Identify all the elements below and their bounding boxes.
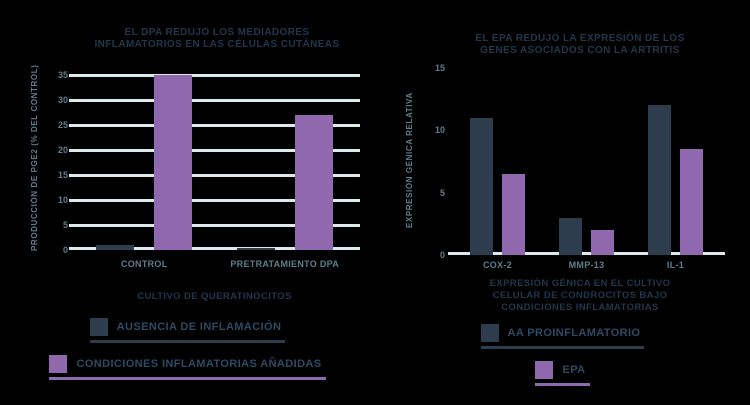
x-categories: COX-2 MMP-13 IL-1 bbox=[453, 260, 720, 270]
bar bbox=[470, 117, 493, 255]
chart-title-line-1: EL EPA REDUJO LA EXPRESIÓN DE LOS bbox=[475, 33, 685, 44]
x-axis-label-line: CULTIVO DE QUERATINOCITOS bbox=[137, 291, 292, 302]
bars-row bbox=[453, 68, 720, 255]
x-categories: CONTROL PRETRATAMIENTO DPA bbox=[74, 259, 355, 269]
bar bbox=[236, 247, 275, 250]
y-tick-label: 35 bbox=[57, 70, 68, 80]
plot-area bbox=[69, 73, 360, 250]
legend-swatch-icon bbox=[480, 324, 499, 342]
x-axis-label: EXPRESIÓN GÉNICA EN EL CULTIVO CELULAR DE… bbox=[435, 278, 725, 314]
y-tick-label: 30 bbox=[57, 95, 68, 105]
y-tick-label: 25 bbox=[57, 120, 68, 130]
bar bbox=[502, 173, 525, 255]
legend-swatch-icon bbox=[535, 361, 554, 379]
legend-swatch-icon bbox=[89, 318, 108, 336]
category-label: PRETRATAMIENTO DPA bbox=[230, 259, 340, 269]
x-axis-line bbox=[448, 252, 725, 255]
y-tick-label: 10 bbox=[434, 125, 445, 136]
gridline bbox=[69, 198, 360, 202]
gridline bbox=[69, 98, 360, 102]
x-axis-label: CULTIVO DE QUERATINOCITOS bbox=[74, 291, 355, 303]
y-tick-label: 5 bbox=[439, 187, 445, 198]
chart-title: EL EPA REDUJO LA EXPRESIÓN DE LOS GENES … bbox=[435, 33, 725, 57]
y-tick-label: 10 bbox=[57, 195, 68, 205]
legend-item: EPA bbox=[535, 361, 590, 386]
chart-title-line-2: INFLAMATORIOS EN LAS CÉLULAS CUTÁNEAS bbox=[94, 38, 340, 50]
category-label: IL-1 bbox=[666, 260, 685, 270]
bar bbox=[648, 105, 671, 255]
bar bbox=[154, 75, 193, 250]
gridline bbox=[69, 223, 360, 227]
bar-group bbox=[631, 105, 720, 255]
epa-arthritis-genes-chart: EL EPA REDUJO LA EXPRESIÓN DE LOS GENES … bbox=[375, 0, 750, 405]
legend-item: CONDICIONES INFLAMATORIAS AÑADIDAS bbox=[49, 355, 326, 380]
bar bbox=[294, 115, 333, 250]
y-axis-ticks: 0 5 10 15 bbox=[421, 63, 445, 260]
category-label: CONTROL bbox=[120, 259, 168, 269]
plot-area bbox=[448, 68, 725, 255]
gridline bbox=[69, 247, 360, 250]
bar-group bbox=[74, 75, 215, 250]
legend: AUSENCIA DE INFLAMACIÓN CONDICIONES INFLA… bbox=[20, 318, 355, 380]
category-label: MMP-13 bbox=[568, 260, 605, 270]
dpa-inflammatory-mediators-chart: EL DPA REDUJO LOS MEDIADORES INFLAMATORI… bbox=[20, 27, 366, 380]
x-axis-label-line: CELULAR DE CONDROCITOS BAJO bbox=[492, 289, 668, 301]
y-axis-ticks: 0 5 10 15 20 25 30 35 bbox=[44, 70, 68, 255]
chart-title: EL DPA REDUJO LOS MEDIADORES INFLAMATORI… bbox=[68, 27, 366, 51]
bar-group bbox=[215, 115, 356, 250]
legend-label: EPA bbox=[562, 364, 586, 376]
bar bbox=[680, 149, 703, 255]
bar-group bbox=[542, 217, 631, 255]
y-tick-label: 20 bbox=[57, 145, 68, 155]
y-tick-label: 0 bbox=[439, 250, 445, 260]
y-axis-label: EXPRESIÓN GÉNICA RELATIVA bbox=[405, 92, 414, 228]
legend-label: AA PROINFLAMATORIO bbox=[507, 327, 641, 339]
bar bbox=[591, 230, 614, 255]
legend-item: AA PROINFLAMATORIO bbox=[480, 324, 645, 349]
category-label: COX-2 bbox=[482, 260, 512, 270]
y-tick-label: 5 bbox=[62, 220, 68, 230]
legend-item: AUSENCIA DE INFLAMACIÓN bbox=[89, 318, 286, 343]
legend-label: AUSENCIA DE INFLAMACIÓN bbox=[116, 321, 282, 333]
gridline bbox=[69, 73, 360, 77]
legend-label: CONDICIONES INFLAMATORIAS AÑADIDAS bbox=[76, 358, 322, 370]
x-axis-label-line: EXPRESIÓN GÉNICA EN EL CULTIVO bbox=[489, 278, 671, 289]
gridline bbox=[69, 148, 360, 152]
bar bbox=[559, 217, 582, 255]
y-tick-label: 15 bbox=[57, 170, 68, 180]
legend-swatch-icon bbox=[49, 355, 68, 373]
x-axis-label-line: CONDICIONES INFLAMATORIAS bbox=[501, 301, 659, 313]
y-axis-label: PRODUCCIÓN DE PGE2 (% DEL CONTROL) bbox=[30, 64, 39, 252]
y-tick-label: 15 bbox=[434, 63, 445, 73]
bar-group bbox=[453, 117, 542, 255]
gridline bbox=[69, 173, 360, 177]
bar bbox=[96, 245, 135, 250]
gridline bbox=[69, 123, 360, 127]
legend: AA PROINFLAMATORIO EPA bbox=[405, 324, 720, 386]
chart-title-line-1: EL DPA REDUJO LOS MEDIADORES bbox=[124, 27, 310, 38]
y-tick-label: 0 bbox=[62, 245, 68, 255]
bars-row bbox=[74, 75, 355, 250]
chart-title-line-2: GENES ASOCIADOS CON LA ARTRITIS bbox=[480, 44, 680, 56]
